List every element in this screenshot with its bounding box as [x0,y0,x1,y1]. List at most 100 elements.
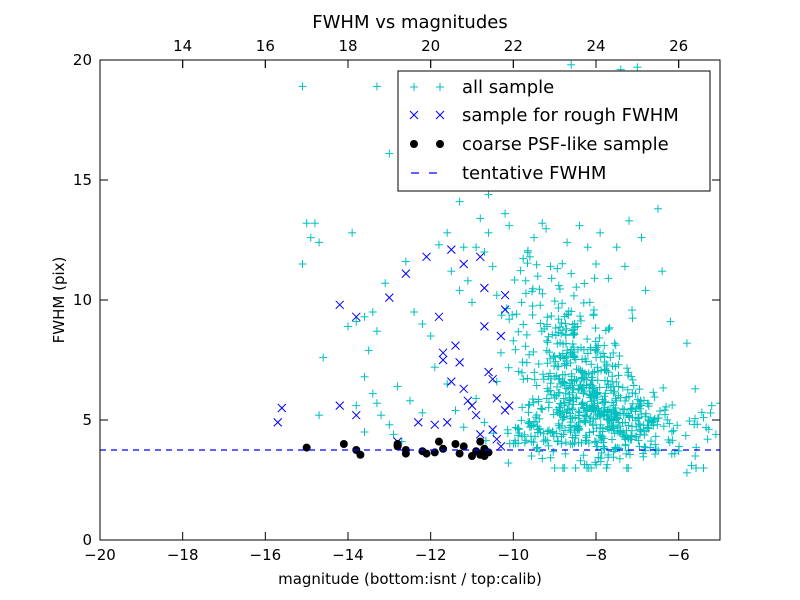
data-point [434,240,443,249]
data-point [519,375,528,384]
top-tick-label: 18 [338,37,357,55]
data-point [550,464,559,472]
data-point [578,383,587,392]
data-point [588,368,597,377]
marker-x-b [446,377,456,386]
x-tick-label: −20 [84,546,116,564]
data-point [658,267,667,276]
data-point [612,444,621,453]
y-tick-label: 10 [73,291,92,309]
data-point [544,387,553,396]
data-point [583,335,592,344]
data-point [451,440,460,448]
data-point [532,444,541,453]
marker-x-b [484,367,493,377]
data-point [668,401,677,410]
data-point [517,298,526,307]
marker-x-b [480,283,489,293]
data-point [592,260,600,268]
data-point [604,415,613,424]
data-point [529,398,538,407]
data-point [597,448,606,457]
data-point [631,432,640,441]
data-point [459,423,468,432]
data-point [384,293,394,302]
data-point [568,381,577,390]
data-point [716,399,720,408]
data-point [472,243,481,252]
data-point [610,339,619,348]
data-point [602,383,611,392]
data-point [418,408,427,417]
marker-x-b [496,442,506,451]
x-tick-label: −16 [250,546,282,564]
data-point [555,409,564,418]
data-point [621,396,630,405]
legend-label: all sample [462,77,554,98]
data-point [530,233,538,242]
data-point [546,354,555,363]
data-point [500,290,510,300]
marker-x-b [335,401,345,410]
data-point [344,322,352,331]
data-point [561,330,570,339]
data-point [447,267,456,276]
data-point [488,425,498,434]
data-point [598,424,607,433]
data-point [569,351,578,360]
data-point [298,82,307,91]
data-point [455,286,464,295]
data-point [546,379,555,388]
data-point [503,429,512,438]
data-point [627,422,636,431]
data-point [602,464,611,472]
data-point [571,355,580,364]
data-point [616,393,625,402]
data-point [551,357,560,366]
data-point [604,368,613,377]
data-point [539,375,548,384]
data-point [567,345,576,354]
data-point [636,421,645,430]
data-point [529,347,538,356]
data-point [673,421,682,430]
data-point [517,416,526,425]
data-point [623,385,632,394]
data-point [527,437,536,446]
data-point [552,429,561,438]
data-point [339,440,348,448]
data-point [401,257,410,266]
data-point [615,352,624,361]
data-point [554,281,563,290]
data-point [459,259,469,269]
data-point [612,377,621,386]
data-point [488,374,498,384]
data-point [576,312,585,321]
data-point [492,434,502,444]
data-point [549,353,558,362]
data-point [567,269,576,278]
data-point [524,401,533,410]
data-point [665,438,674,447]
data-point [530,368,539,377]
data-point [649,417,658,426]
data-point [558,421,567,430]
data-point [504,401,514,410]
data-point [561,438,570,447]
data-point [560,464,569,472]
data-point [484,228,493,237]
data-point [556,338,565,347]
data-point [567,375,576,384]
data-point [649,388,658,397]
data-point [536,428,545,437]
data-point [310,219,319,228]
data-point [536,319,545,328]
data-point [525,418,534,427]
data-point [480,248,489,256]
data-point [589,305,598,314]
data-point [455,358,464,367]
data-point [592,343,601,352]
data-point [273,418,283,427]
data-point [641,286,650,295]
data-point [555,388,564,397]
